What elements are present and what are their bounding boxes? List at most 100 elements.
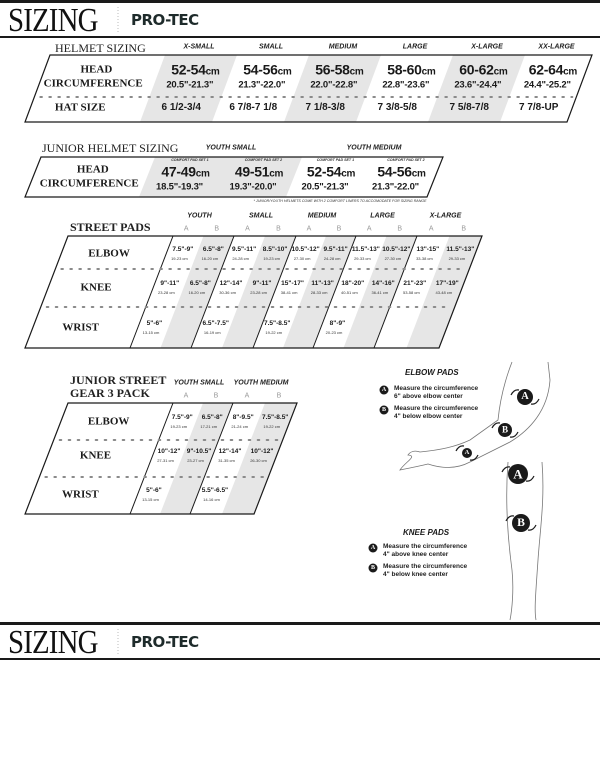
helmet-title: HELMET SIZING: [55, 41, 146, 55]
measure-point-badge: [498, 423, 512, 437]
measure-inches: 15"-17": [281, 279, 304, 287]
cm-range: 49-51: [234, 163, 270, 180]
head-cm-value: 52-54cm: [171, 63, 219, 78]
measure-inches: 9"-11": [252, 279, 272, 287]
footer-title: SIZING: [8, 624, 98, 661]
head-cm-value: 54-56cm: [243, 63, 291, 78]
head-cm-value: 62-64cm: [529, 63, 577, 78]
unit: cm: [269, 168, 284, 180]
sub-column-header: B: [336, 225, 342, 233]
unit: cm: [421, 66, 436, 78]
junior-street-table-outline: [24, 402, 298, 515]
hat-size-value: 6 1/2-3/4: [161, 102, 201, 113]
pro-tec-logo: PRO-TEC: [131, 633, 199, 651]
sub-column-header: A: [245, 225, 250, 233]
measure-inches: 6.5"-8": [189, 279, 211, 287]
size-header: X-LARGE: [471, 43, 503, 51]
badge-letter: B: [370, 565, 376, 571]
elbow-pads-title: ELBOW PADS: [405, 368, 459, 377]
measure-cm: 19-23 cm: [170, 424, 188, 429]
sub-column-header: B: [213, 392, 219, 400]
badge-letter: A: [521, 390, 529, 402]
sub-column-header: B: [461, 225, 467, 233]
measure-inches: 7.5"-9": [172, 245, 194, 253]
sub-column-header: A: [366, 225, 372, 233]
junior-helmet-title: JUNIOR HELMET SIZING: [42, 141, 179, 155]
measure-inches: 17"-19": [435, 279, 459, 287]
measure-cm: 14-16 cm: [203, 497, 220, 502]
head-inch-value: 22.8"-23.6": [382, 79, 430, 91]
column-divider: [129, 402, 174, 515]
measure-inches: 8"-9": [329, 319, 346, 327]
instruction-line: Measure the circumference: [383, 563, 468, 570]
head-inch-value: 21.3"-22.0": [372, 181, 419, 193]
sub-column-header: A: [244, 392, 250, 400]
column-divider: [190, 235, 235, 349]
instruction-line: Measure the circumference: [383, 543, 468, 550]
cm-range: 54-56: [243, 61, 278, 78]
badge-circle: [379, 405, 389, 415]
badge-circle: [368, 543, 378, 553]
junior-street-table-frame: [25, 403, 297, 514]
shaded-column: [160, 236, 234, 348]
measure-inches: 21"-23": [403, 279, 427, 287]
pro-tec-logo: PRO-TEC: [131, 11, 199, 29]
size-header: MEDIUM: [328, 43, 358, 51]
hat-size-value: 7 7/8-UP: [518, 102, 559, 113]
measure-inches: 18"-20": [341, 279, 365, 287]
measure-inches: 12"-14": [218, 447, 242, 455]
shaded-column: [428, 55, 525, 122]
badge-circle: [368, 563, 378, 573]
badge-letter: A: [464, 448, 470, 456]
size-header: LARGE: [402, 43, 428, 51]
head-cm-value: 60-62cm: [459, 63, 507, 78]
measure-cm: 19-22 cm: [265, 330, 283, 335]
measure-cm: 31-35 cm: [218, 458, 235, 463]
measure-cm: 43-48 cm: [435, 290, 453, 295]
row-label-circumference: CIRCUMFERENCE: [39, 177, 139, 190]
head-inch-value: 22.0"-22.8": [310, 79, 358, 91]
measure-inches: 5"-6": [146, 319, 163, 327]
junior-street-title: JUNIOR STREET: [70, 373, 167, 387]
footer-bottom-rule: [0, 658, 600, 660]
shaded-column: [284, 55, 381, 122]
measure-cm: 27-30 cm: [293, 256, 311, 261]
measure-cm: 38-41 cm: [280, 290, 298, 295]
unit: cm: [195, 168, 210, 180]
shaded-column: [221, 236, 296, 348]
row-label-head: HEAD: [80, 63, 113, 76]
comfort-pad-label: COMFORT PAD SET 1: [171, 158, 209, 163]
helmet-table-outline: [24, 54, 593, 123]
column-divider: [252, 235, 297, 349]
badge-letter: A: [513, 466, 523, 482]
measure-cm: 16-20 cm: [188, 290, 206, 295]
size-header: SMALL: [248, 212, 274, 220]
badge-letter: B: [517, 516, 525, 530]
junior-street-title: GEAR 3 PACK: [70, 386, 150, 400]
row-label-circumference: CIRCUMFERENCE: [43, 77, 143, 90]
measure-arrow-icon: [505, 515, 537, 531]
measure-inches: 10"-12": [250, 447, 274, 455]
unit: cm: [277, 66, 292, 78]
measure-point-badge: [508, 464, 528, 484]
badge-letter: B: [381, 407, 387, 413]
sub-column-header: B: [276, 392, 282, 400]
instruction-line: Measure the circumference: [394, 385, 479, 392]
size-header: YOUTH MEDIUM: [233, 379, 289, 387]
sub-column-header: B: [276, 225, 281, 233]
measure-inches: 6.5"-8": [201, 413, 223, 421]
comfort-pad-label: COMFORT PAD SET 2: [244, 158, 283, 163]
measure-inches: 10.5"-12": [382, 245, 411, 253]
size-header: X-SMALL: [183, 43, 215, 51]
measure-cm: 36-41 cm: [371, 290, 389, 295]
measure-cm: 27-31 cm: [157, 458, 174, 463]
sub-column-header: A: [306, 225, 312, 233]
column-divider: [189, 402, 234, 515]
unit: cm: [493, 66, 508, 78]
head-cm-value: 56-58cm: [315, 63, 363, 78]
instruction-line: 4" above knee center: [383, 551, 449, 558]
head-inch-value: 20.5"-21.3": [301, 181, 349, 193]
size-header: YOUTH SMALL: [205, 144, 257, 152]
measure-inches: 10"-12": [157, 447, 181, 455]
